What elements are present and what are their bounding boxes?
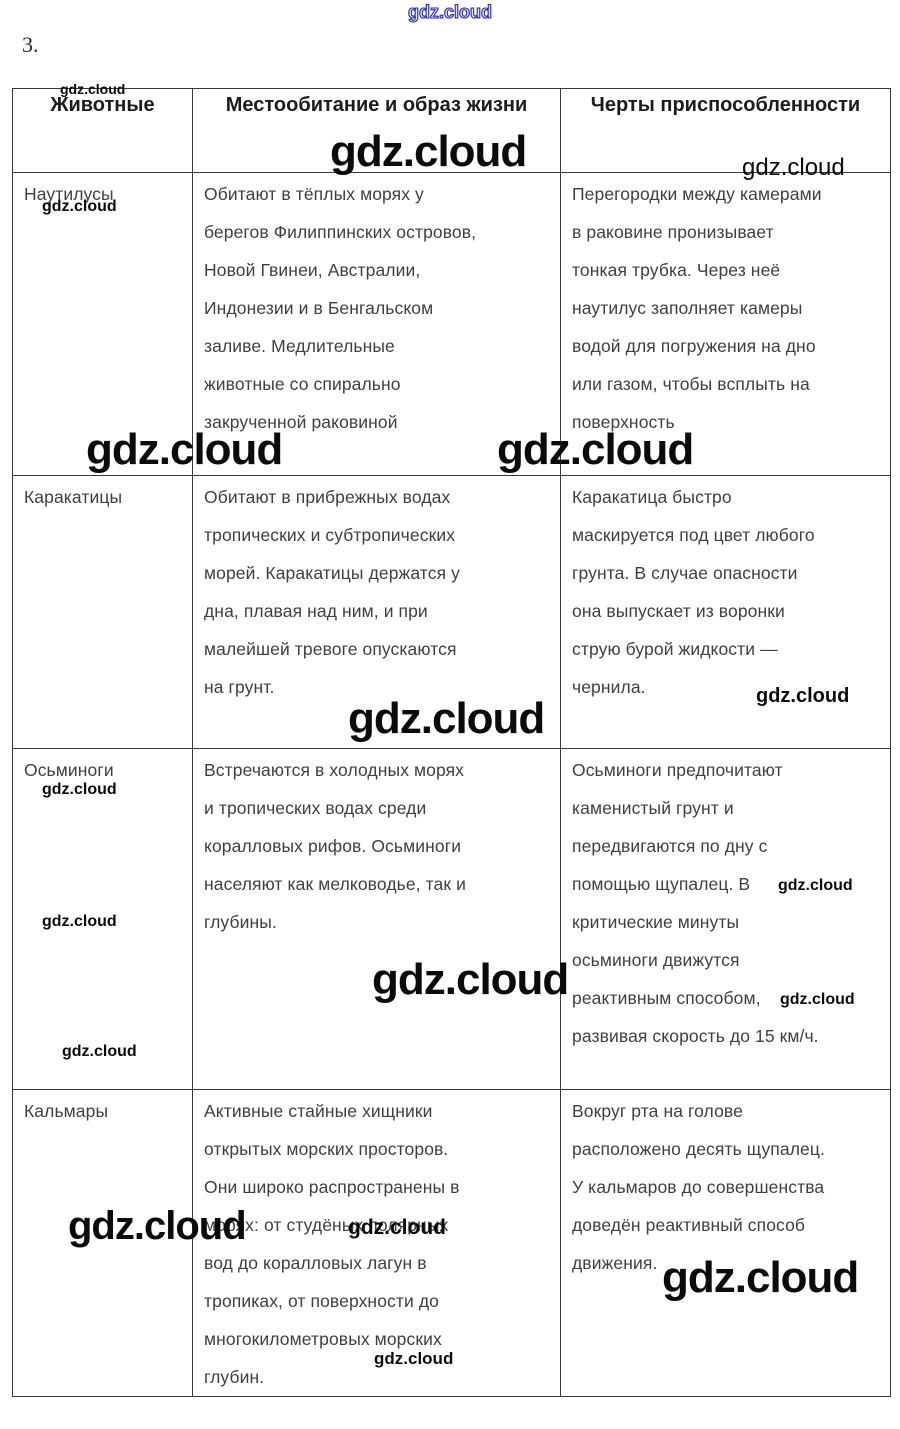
exercise-number: 3. [22, 32, 39, 57]
watermark-text: gdz.cloud [42, 781, 117, 798]
adaptation-cell: Перегородки между камерами в раковине пр… [560, 172, 891, 476]
table-row: Кальмары Активные стайные хищники открыт… [12, 1089, 891, 1397]
habitat-cell: Встречаются в холодных морях и тропическ… [192, 748, 561, 1090]
watermark-text: gdz.cloud [742, 154, 845, 181]
watermark-text: gdz.cloud [330, 127, 527, 176]
watermark-text: gdz.cloud [778, 877, 853, 894]
watermark-text: gdz.cloud [42, 913, 117, 930]
table-row: Наутилусы Обитают в тёплых морях у берег… [12, 172, 891, 476]
habitat-cell: Обитают в прибрежных водах тропических и… [192, 475, 561, 749]
table-row: Каракатицы Обитают в прибрежных водах тр… [12, 475, 891, 749]
watermark-text: gdz.cloud [372, 955, 569, 1004]
watermark-text: gdz.cloud [756, 685, 850, 707]
animal-name-cell: Наутилусы [12, 172, 193, 476]
watermark-text: gdz.cloud [497, 425, 694, 474]
column-header-animals: Животные [12, 88, 193, 173]
animals-table: Животные Местообитание и образ жизни Чер… [12, 88, 891, 1397]
watermark-text: gdz.cloud [68, 1204, 247, 1248]
animal-name-cell: Осьминоги [12, 748, 193, 1090]
habitat-cell: Активные стайные хищники открытых морски… [192, 1089, 561, 1397]
watermark-text: gdz.cloud [662, 1253, 859, 1302]
table-row: Осьминоги Встречаются в холодных морях и… [12, 748, 891, 1090]
adaptation-cell: Вокруг рта на голове расположено десять … [560, 1089, 891, 1397]
animal-name-cell: Каракатицы [12, 475, 193, 749]
watermark-text: gdz.cloud [407, 2, 492, 22]
watermark-text: gdz.cloud [348, 694, 545, 743]
watermark-text: gdz.cloud [86, 425, 283, 474]
adaptation-cell: Осьминоги предпочитают каменистый грунт … [560, 748, 891, 1090]
column-header-habitat: Местообитание и образ жизни [192, 88, 561, 173]
watermark-text: gdz.cloud [780, 991, 855, 1008]
watermark-text: gdz.cloud [42, 198, 117, 215]
watermark-text: gdz.cloud [60, 81, 126, 97]
watermark-text: gdz.cloud [62, 1043, 137, 1060]
watermark-text: gdz.cloud [374, 1349, 454, 1368]
animal-name-cell: Кальмары [12, 1089, 193, 1397]
adaptation-cell: Каракатица быстро маскируется под цвет л… [560, 475, 891, 749]
watermark-text: gdz.cloud [348, 1216, 446, 1239]
habitat-cell: Обитают в тёплых морях у берегов Филиппи… [192, 172, 561, 476]
column-header-adaptation: Черты приспособленности [560, 88, 891, 173]
table-header-row: Животные Местообитание и образ жизни Чер… [12, 88, 891, 173]
